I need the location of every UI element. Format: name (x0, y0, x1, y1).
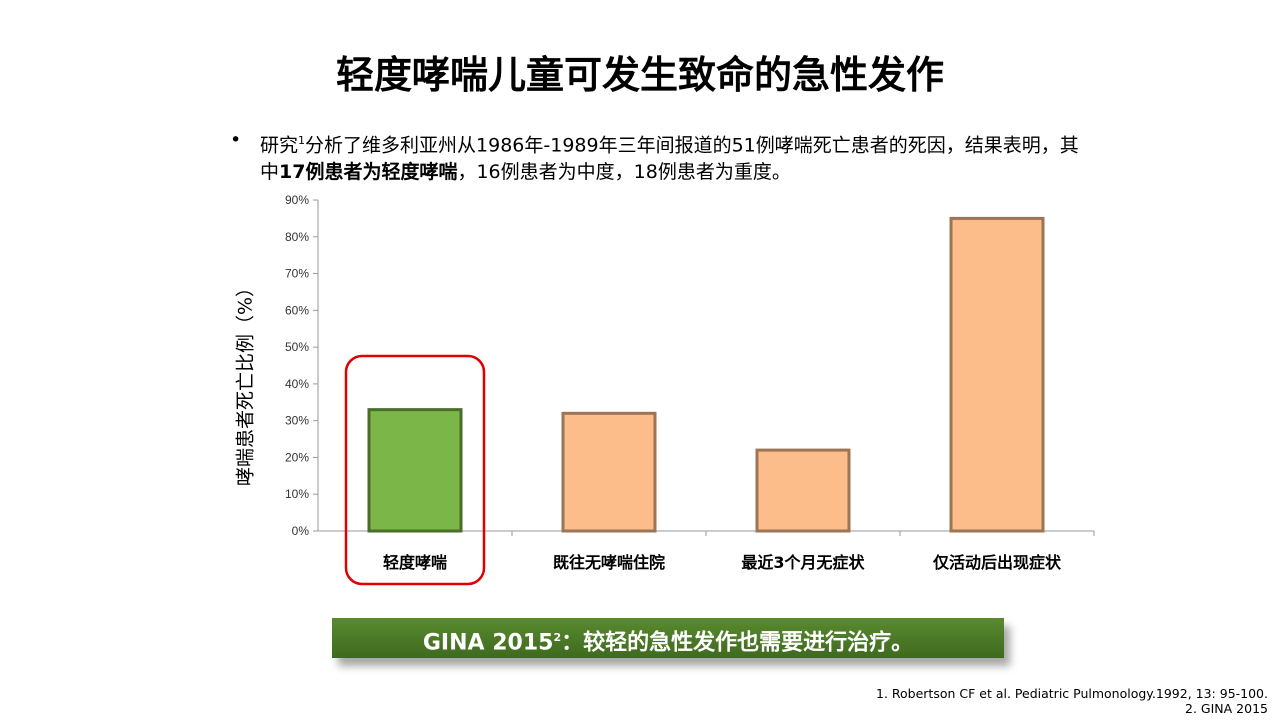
bar (755, 448, 851, 533)
bar (367, 408, 463, 533)
reference-2: 2. GINA 2015 (1185, 701, 1268, 716)
y-tick-label: 20% (285, 450, 309, 464)
banner-text: ：较轻的急性发作也需要进行治疗。 (561, 630, 914, 656)
x-tick-label: 最近3个月无症状 (741, 553, 865, 572)
y-tick-label: 0% (292, 524, 310, 538)
y-tick-label: 80% (285, 230, 309, 244)
bold-text: 17例患者为轻度哮喘 (279, 161, 458, 184)
bullet-text: • 研究1分析了维多利亚州从1986年-1989年三年间报道的51例哮喘死亡患者… (230, 127, 1080, 186)
y-tick-label: 60% (285, 303, 309, 317)
references: 1. Robertson CF et al. Pediatric Pulmono… (876, 686, 1268, 716)
slide-title: 轻度哮喘儿童可发生致命的急性发作 (335, 53, 944, 97)
reference-1: 1. Robertson CF et al. Pediatric Pulmono… (876, 686, 1268, 701)
text-part: ，16例患者为中度，18例患者为重度。 (457, 161, 791, 184)
citation-sup: 1 (298, 134, 306, 147)
gina-banner: GINA 20152：较轻的急性发作也需要进行治疗。 (332, 618, 1004, 658)
highlight-box (344, 354, 486, 586)
x-tick-label: 仅活动后出现症状 (932, 553, 1062, 572)
bar (949, 216, 1045, 533)
y-tick-label: 90% (285, 193, 309, 207)
bullet-symbol: • (230, 129, 242, 151)
y-tick-label: 40% (285, 377, 309, 391)
y-tick-label: 70% (285, 267, 309, 281)
y-tick-label: 30% (285, 414, 309, 428)
y-tick-label: 50% (285, 340, 309, 354)
x-tick-label: 轻度哮喘 (383, 553, 447, 572)
banner-prefix: GINA 2015 (422, 630, 554, 656)
bar (561, 411, 657, 533)
text-part: 分析了维多利亚州从1986年-1989年三年间报道的51例哮喘死亡患者的死因，结… (260, 134, 1079, 184)
y-tick-label: 10% (285, 487, 309, 501)
x-tick-label: 既往无哮喘住院 (553, 553, 665, 572)
banner-sup: 2 (553, 631, 562, 644)
text-part: 研究 (260, 134, 299, 157)
